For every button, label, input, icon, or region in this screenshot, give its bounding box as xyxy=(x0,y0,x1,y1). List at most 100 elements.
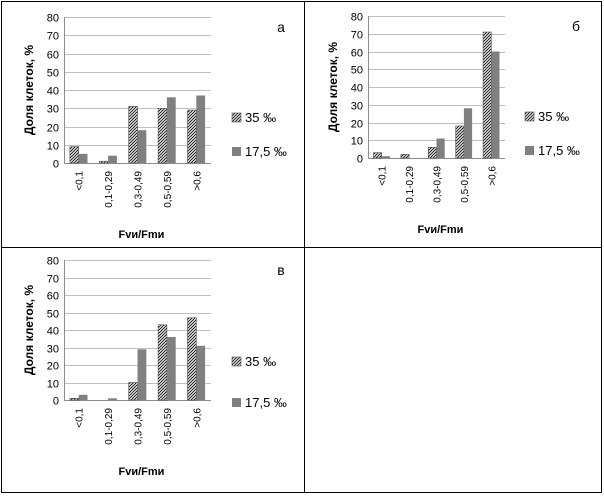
panel-label: б xyxy=(572,18,580,34)
x-axis-title: Fvи/Fmи xyxy=(418,224,464,236)
y-tick-label: 70 xyxy=(47,274,59,286)
bar-35 xyxy=(157,108,168,164)
y-tick-label: 20 xyxy=(47,123,59,135)
y-tick-label: 20 xyxy=(47,361,59,373)
bar-35 xyxy=(69,146,80,164)
legend-label: 17,5 ‰ xyxy=(538,143,580,158)
y-tick-label: 40 xyxy=(47,326,59,338)
bar-17-5 xyxy=(196,95,206,163)
legend-swatch-35 xyxy=(524,111,535,122)
bar-17-5 xyxy=(166,337,176,400)
legend-label: 35 ‰ xyxy=(245,110,276,125)
bar-17-5 xyxy=(108,398,117,401)
x-tick-label: 0,3-0,49 xyxy=(134,408,145,445)
y-tick-label: 30 xyxy=(351,101,363,113)
y-tick-label: 80 xyxy=(47,13,59,25)
y-axis-title: Доля клеток, % xyxy=(22,285,36,376)
legend-swatch-17-5 xyxy=(232,398,241,407)
bar-17-5 xyxy=(436,138,445,158)
bar-35 xyxy=(373,152,382,159)
y-tick-label: 30 xyxy=(47,344,59,356)
y-tick-label: 60 xyxy=(47,291,59,303)
x-tick-label: >0,6 xyxy=(192,171,203,191)
bar-17-5 xyxy=(196,345,206,401)
y-tick-label: 60 xyxy=(351,48,363,60)
y-tick-label: 0 xyxy=(53,159,59,171)
panel-label: а xyxy=(277,19,285,35)
bar-17-5 xyxy=(108,155,117,163)
chart-panel-2: 0 10 20 30 40 50 60 70 80 <0,1 0,1-0,29 0,3-0,49 0,5… xyxy=(326,12,580,237)
x-axis-title: Fvи/Fmи xyxy=(119,466,165,478)
legend-label: 17,5 ‰ xyxy=(245,395,287,410)
bar-17-5 xyxy=(78,394,88,401)
x-tick-label: <0,1 xyxy=(75,171,86,191)
legend-swatch-35 xyxy=(231,112,242,123)
x-tick-label: 0,3-0,49 xyxy=(134,171,145,208)
legend: 35 ‰ 17,5 ‰ xyxy=(231,110,287,159)
legend-swatch-17-5 xyxy=(525,146,534,155)
x-tick-label: <0,1 xyxy=(378,166,389,186)
y-tick-label: 0 xyxy=(357,154,363,166)
bar-17-5 xyxy=(137,130,147,163)
y-tick-label: 60 xyxy=(47,50,59,62)
legend-swatch-35 xyxy=(231,356,242,367)
y-tick-label: 40 xyxy=(351,83,363,95)
x-tick-label: 0,5-0,59 xyxy=(163,171,174,208)
x-tick-label: >0,6 xyxy=(192,408,203,428)
y-tick-label: 70 xyxy=(351,30,363,42)
y-tick-label: 70 xyxy=(47,31,59,43)
y-tick-label: 80 xyxy=(351,12,363,24)
bar-35 xyxy=(187,109,197,164)
chart-panel-3: 0 10 20 30 40 50 60 70 80 <0,1 0,1-0,29 0,3-0,49 0,5… xyxy=(22,256,287,479)
y-tick-label: 30 xyxy=(47,104,59,116)
x-tick-label: 0,3-0,49 xyxy=(433,166,444,203)
y-tick-label: 40 xyxy=(47,86,59,98)
x-tick-label: <0,1 xyxy=(75,408,86,428)
x-tick-label: 0,1-0,29 xyxy=(104,408,115,445)
y-tick-label: 10 xyxy=(47,141,59,153)
y-tick-label: 50 xyxy=(47,68,59,80)
y-axis-title: Доля клеток, % xyxy=(326,42,340,133)
bar-17-5 xyxy=(491,51,500,158)
bar-35 xyxy=(128,106,138,164)
bar-17-5 xyxy=(78,153,88,163)
bar-17-5 xyxy=(463,108,473,158)
bar-35 xyxy=(427,147,437,159)
bar-35 xyxy=(128,382,138,401)
bar-35 xyxy=(69,397,80,401)
bar-35 xyxy=(187,317,197,401)
x-tick-label: >0,6 xyxy=(487,166,498,186)
legend-swatch-17-5 xyxy=(232,147,241,156)
bar-17-5 xyxy=(137,349,147,401)
x-tick-label: 0,5-0,59 xyxy=(163,408,174,445)
y-tick-label: 50 xyxy=(47,309,59,321)
bar-35 xyxy=(455,125,465,159)
bar-35 xyxy=(400,154,410,159)
panel-grid-frame xyxy=(1,1,602,493)
legend: 35 ‰ 17,5 ‰ xyxy=(231,354,287,410)
chart-panels: 0 10 20 30 40 50 60 70 80 <0,1 0,1-0,29 0,3-0,49 0,5… xyxy=(22,12,580,479)
panel-label: в xyxy=(277,262,284,278)
y-tick-label: 80 xyxy=(47,256,59,268)
legend: 35 ‰ 17,5 ‰ xyxy=(524,109,580,158)
x-tick-label: 0,1-0,29 xyxy=(104,171,115,208)
x-tick-label: 0,5-0,59 xyxy=(460,166,471,203)
bar-17-5 xyxy=(166,97,176,163)
legend-label: 35 ‰ xyxy=(538,109,569,124)
y-tick-label: 10 xyxy=(47,379,59,391)
chart-panel-1: 0 10 20 30 40 50 60 70 80 <0,1 0,1-0,29 0,3-0,49 0,5… xyxy=(22,13,287,242)
y-tick-label: 20 xyxy=(351,119,363,131)
bar-17-5 xyxy=(381,156,390,158)
x-axis-title: Fvи/Fmи xyxy=(119,229,165,241)
y-tick-label: 50 xyxy=(351,65,363,77)
bar-35 xyxy=(157,324,168,401)
y-axis-title: Доля клеток, % xyxy=(22,45,36,136)
y-tick-label: 0 xyxy=(53,396,59,408)
y-tick-label: 10 xyxy=(351,136,363,148)
x-tick-label: 0,1-0,29 xyxy=(405,166,416,203)
bar-35 xyxy=(482,31,492,159)
bar-35 xyxy=(99,160,109,164)
legend-label: 35 ‰ xyxy=(245,354,276,369)
legend-label: 17,5 ‰ xyxy=(245,144,287,159)
